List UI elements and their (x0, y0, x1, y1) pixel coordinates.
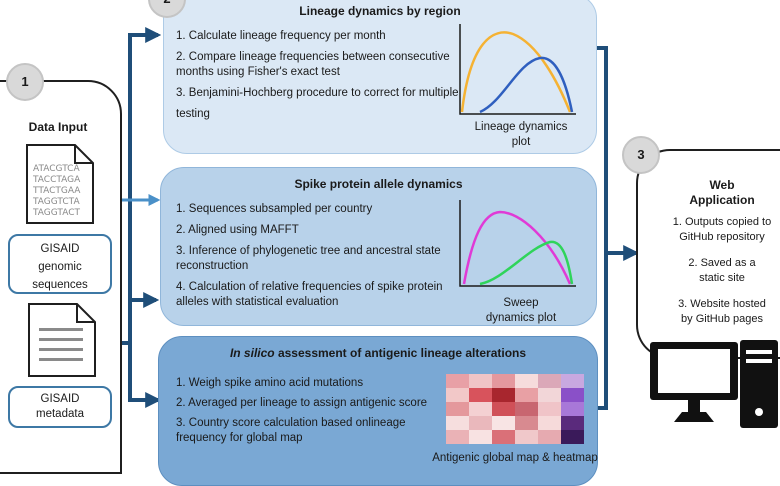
web-step: 3. Website hosted by GitHub pages (678, 298, 766, 325)
arrow-to-lineage (122, 27, 162, 345)
heatmap-cell (469, 402, 492, 416)
spike-step: 4. Calculation of relative frequencies o… (176, 281, 443, 293)
spike-panel (160, 167, 597, 326)
sequence-line: TACCTAGA (33, 175, 81, 185)
web-app-box (636, 149, 780, 359)
heatmap-cell (446, 402, 469, 416)
heatmap-cell (469, 388, 492, 402)
sequence-line: ATACGTCA (33, 164, 80, 174)
sweep-dynamics-plot (459, 200, 576, 287)
sweep-curve-magenta (462, 210, 572, 285)
sequence-line: TAGGTCTA (33, 197, 80, 207)
heatmap-cell (446, 430, 469, 444)
heatmap-cell (469, 374, 492, 388)
lineage-title: Lineage dynamics by region (299, 4, 461, 18)
lineage-step: 1. Calculate lineage frequency per month (176, 30, 386, 42)
spike-step: 2. Aligned using MAFFT (176, 224, 299, 236)
badge-1: 1 (6, 63, 44, 101)
sweep-plot-caption: Sweep dynamics plot (485, 297, 557, 324)
heatmap-cell (561, 374, 584, 388)
heatmap-cell (515, 388, 538, 402)
data-input-title: Data Input (28, 120, 88, 134)
metadata-document-icon (28, 303, 96, 377)
heatmap-cell (561, 388, 584, 402)
heatmap-cell (492, 430, 515, 444)
heatmap-cell (538, 374, 561, 388)
sequence-line: TTACTGAA (33, 186, 81, 196)
antigenic-step: 1. Weigh spike amino acid mutations (176, 377, 364, 389)
lineage-step: testing (176, 108, 210, 120)
heatmap-cell (492, 416, 515, 430)
gisaid-metadata-tag: GISAID metadata (8, 386, 112, 428)
badge-3: 3 (622, 136, 660, 174)
computer-icon (650, 340, 778, 428)
heatmap-cell (515, 416, 538, 430)
antigenic-step: 3. Country score calculation based onlin… (176, 417, 406, 429)
lineage-step: 3. Benjamini-Hochberg procedure to corre… (176, 87, 459, 99)
lineage-panel (163, 0, 597, 154)
heatmap-cell (446, 416, 469, 430)
web-step: 1. Outputs copied to GitHub repository (672, 216, 772, 243)
lineage-step: 2. Compare lineage frequencies between c… (176, 51, 450, 63)
arrow-to-webapp (596, 46, 634, 410)
spike-step: 3. Inference of phylogenetic tree and an… (176, 245, 441, 257)
lineage-plot-caption: Lineage dynamics plot (474, 121, 568, 148)
lineage-step: months using Fisher's exact test (176, 66, 340, 78)
heatmap-cell (469, 430, 492, 444)
web-step: 2. Saved as a static site (688, 257, 756, 284)
spike-title: Spike protein allele dynamics (294, 177, 463, 191)
heatmap-cell (538, 388, 561, 402)
arrow-to-antigenic (128, 343, 162, 408)
gisaid-genomic-tag: GISAID genomic sequences (8, 234, 112, 294)
spike-step: 1. Sequences subsampled per country (176, 203, 373, 215)
heatmap-cell (492, 374, 515, 388)
antigenic-step: frequency for global map (176, 432, 303, 444)
heatmap-cell (538, 416, 561, 430)
antigenic-step: 2. Averaged per lineage to assign antige… (176, 397, 428, 409)
heatmap-cell (469, 416, 492, 430)
heatmap-cell (515, 374, 538, 388)
heatmap-cell (515, 430, 538, 444)
spike-step: alleles with statistical evaluation (176, 296, 339, 308)
lineage-dynamics-plot (459, 24, 576, 115)
sequence-line: TAGGTACT (33, 208, 81, 218)
heatmap-cell (446, 374, 469, 388)
heatmap-cell (446, 388, 469, 402)
spike-step: reconstruction (176, 260, 249, 272)
lineage-curve-blue (479, 56, 574, 114)
antigenic-heatmap (446, 374, 584, 444)
sweep-curve-green (479, 240, 574, 286)
sequence-lines: ATACGTCA TACCTAGA TTACTGAA TAGGTCTA TAGG… (33, 164, 80, 219)
antigenic-plot-caption: Antigenic global map & heatmap (432, 452, 598, 464)
heatmap-cell (538, 402, 561, 416)
antigenic-title: In silico assessment of antigenic lineag… (229, 346, 527, 360)
heatmap-cell (515, 402, 538, 416)
heatmap-cell (561, 402, 584, 416)
connector-arrows (95, 27, 640, 410)
heatmap-cell (538, 430, 561, 444)
heatmap-cell (492, 402, 515, 416)
heatmap-cell (561, 416, 584, 430)
heatmap-cell (492, 388, 515, 402)
lineage-curve-orange (460, 31, 572, 113)
web-app-title: Web Application (689, 178, 755, 207)
sequence-document-icon (26, 144, 94, 224)
heatmap-cell (561, 430, 584, 444)
